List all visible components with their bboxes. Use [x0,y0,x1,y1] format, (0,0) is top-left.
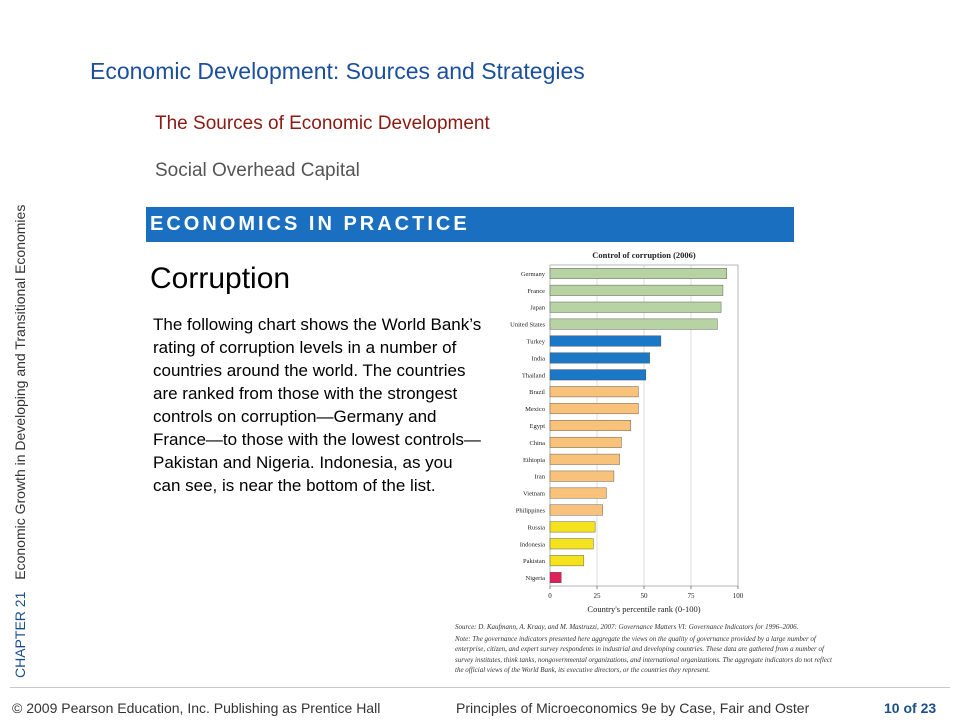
category-label: Egypt [529,423,545,430]
x-tick-label: 75 [688,592,696,600]
chapter-number: CHAPTER 21 [12,591,28,678]
chart-title: Control of corruption (2006) [592,250,696,260]
footer-copyright: © 2009 Pearson Education, Inc. Publishin… [12,700,381,716]
category-label: China [529,440,545,447]
bar-vietnam [549,487,607,499]
category-label: Philippines [516,507,546,514]
category-label: Thailand [522,372,546,379]
bar-germany [549,268,727,279]
category-label: Pakistan [523,558,546,565]
x-tick-label: 100 [733,592,744,600]
category-label: Brazil [529,389,545,396]
x-tick-label: 25 [594,592,602,600]
category-label: Russia [528,524,545,531]
category-label: Mexico [525,406,545,413]
chapter-title: Economic Growth in Developing and Transi… [12,204,28,580]
corruption-chart: Control of corruption (2006) 0 25 50 75 100 Ge… [488,245,758,620]
sidebar-chapter: CHAPTER 21 Economic Growth in Developing… [12,108,36,678]
chart-source-note: Source: D. Kaufmann, A. Kraay, and M. Ma… [455,622,835,677]
category-label: France [527,288,545,295]
source-note: Note: The governance indicators presente… [455,634,832,675]
category-label: Turkey [526,339,545,346]
bar-indonesia [549,538,594,550]
page-number: 10 of 23 [884,700,937,716]
bar-philippines [549,504,603,516]
chart-svg: Control of corruption (2006) 0 25 50 75 100 Ge… [510,250,744,614]
bar-japan [549,301,722,313]
x-tick-label: 0 [548,592,552,600]
article-heading: Corruption [150,262,291,295]
category-label: Germany [521,271,546,278]
bar-france [549,284,724,296]
category-label: Iran [535,474,546,481]
economics-in-practice-banner: ECONOMICS IN PRACTICE [146,207,794,242]
category-label: Ethiopia [523,457,545,464]
category-label: Japan [530,305,546,312]
bar-china [549,436,622,448]
bar-turkey [549,335,662,347]
bar-egypt [549,420,632,431]
bar-iran [549,470,615,482]
bar-pakistan [549,555,585,567]
source-citation: Source: D. Kaufmann, A. Kraay, and M. Ma… [455,623,799,631]
bar-thailand [549,369,647,381]
footer-book-title: Principles of Microeconomics 9e by Case,… [456,700,810,716]
bar-india [549,352,650,364]
slide-subsubtitle: Social Overhead Capital [155,160,360,181]
bar-russia [549,521,596,533]
bar-united-states [549,318,718,330]
category-label: United States [510,322,545,329]
article-body: The following chart shows the World Bank… [153,315,482,495]
slide-subtitle: The Sources of Economic Development [155,113,490,134]
category-label: Vietnam [523,491,545,498]
bar-mexico [549,403,639,415]
category-label: Nigeria [526,575,546,582]
x-tick-label: 50 [641,592,649,600]
bar-ethiopia [549,453,620,465]
x-axis-label: Country's percentile rank (0-100) [587,604,700,614]
footer-divider [10,687,950,688]
slide-title: Economic Development: Sources and Strate… [90,58,585,84]
category-label: Indonesia [520,541,545,548]
category-label: India [532,355,545,362]
bar-nigeria [549,572,562,583]
bar-brazil [549,386,639,398]
